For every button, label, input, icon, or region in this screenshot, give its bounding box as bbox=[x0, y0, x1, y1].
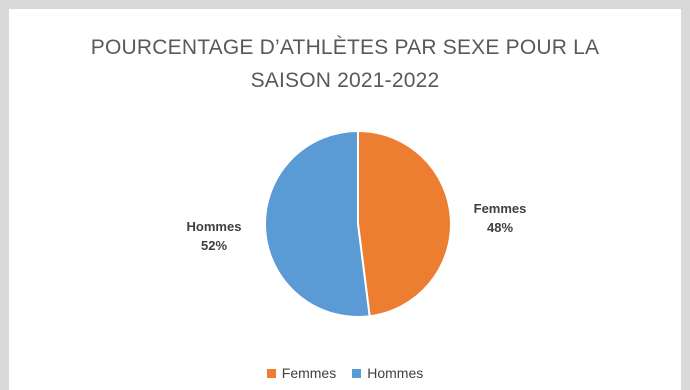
legend-item-femmes: Femmes bbox=[266, 365, 337, 381]
chart-title-line1: POURCENTAGE D’ATHLÈTES PAR SEXE POUR LA bbox=[90, 36, 600, 59]
chart-title-line2: SAISON 2021-2022 bbox=[250, 69, 440, 92]
slice-label-hommes-pct: 52% bbox=[201, 238, 227, 253]
slice-label-femmes-name: Femmes bbox=[474, 201, 527, 216]
pie-slice-hommes bbox=[264, 129, 371, 318]
legend-swatch-femmes bbox=[266, 368, 276, 378]
pie-slice-femmes bbox=[357, 129, 452, 318]
chart-legend: Femmes Hommes bbox=[9, 365, 681, 381]
legend-swatch-hommes bbox=[352, 368, 362, 378]
chart-title: POURCENTAGE D’ATHLÈTES PAR SEXE POUR LA … bbox=[9, 31, 681, 97]
legend-label-hommes: Hommes bbox=[367, 365, 424, 381]
chart-frame: POURCENTAGE D’ATHLÈTES PAR SEXE POUR LA … bbox=[9, 9, 681, 390]
pie-slices bbox=[264, 129, 452, 318]
legend-label-femmes: Femmes bbox=[281, 365, 337, 381]
slice-label-hommes-name: Hommes bbox=[187, 219, 242, 234]
slice-label-femmes-pct: 48% bbox=[487, 220, 513, 235]
legend-item-hommes: Hommes bbox=[352, 365, 423, 381]
pie-chart: Femmes 48% Hommes 52% bbox=[187, 129, 527, 318]
